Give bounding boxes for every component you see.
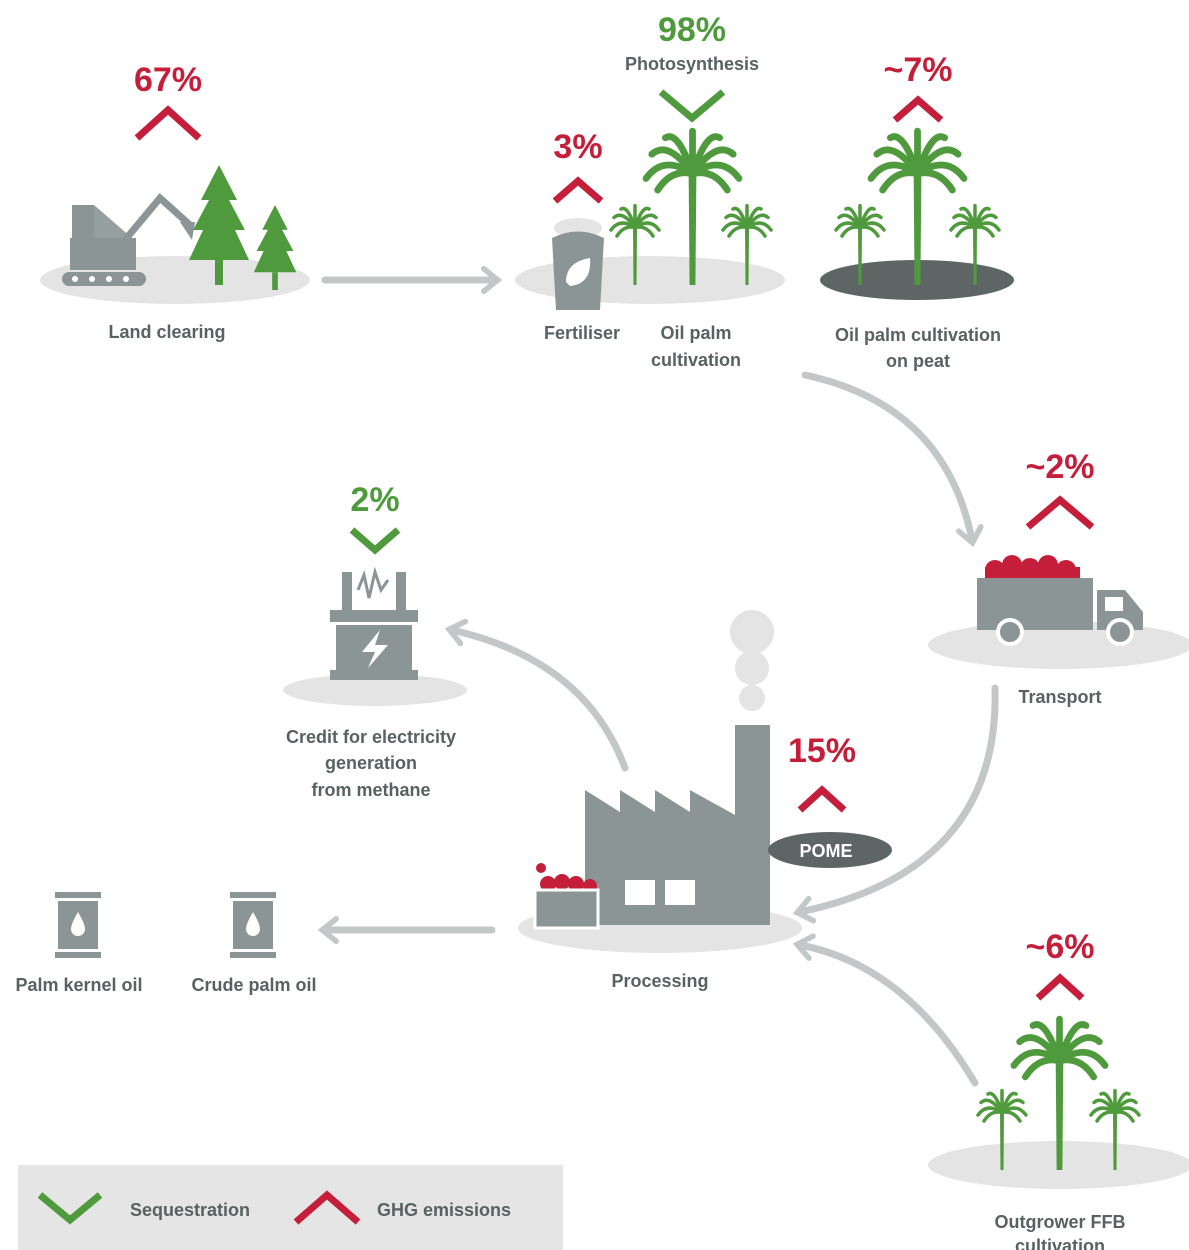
fruit-box bbox=[533, 863, 600, 930]
sequestration-icon bbox=[658, 89, 726, 123]
legend bbox=[18, 1165, 563, 1250]
stage-label: Oil palm bbox=[660, 323, 731, 343]
stage-label: from methane bbox=[311, 780, 430, 800]
flow-arrow bbox=[792, 684, 999, 924]
stage-label: Outgrower FFB bbox=[995, 1212, 1126, 1232]
emission-value: 67% bbox=[134, 61, 202, 99]
emission-icon bbox=[134, 105, 202, 141]
fertiliser-bag bbox=[552, 218, 604, 310]
flow-arrow bbox=[801, 371, 984, 548]
truck bbox=[977, 555, 1143, 646]
emission-icon bbox=[1035, 973, 1085, 1001]
smoke bbox=[730, 610, 774, 711]
emission-icon bbox=[1025, 495, 1095, 530]
emission-icon bbox=[892, 95, 944, 123]
emission-value: ~2% bbox=[1026, 448, 1095, 486]
stage-label: generation bbox=[325, 753, 417, 773]
stage-label: Processing bbox=[611, 971, 708, 991]
stage-label: Fertiliser bbox=[544, 323, 620, 343]
emission-value: 3% bbox=[553, 128, 602, 166]
stage-label: Oil palm cultivation bbox=[835, 325, 1001, 345]
stage-label: cultivation bbox=[1015, 1236, 1105, 1250]
stage-label: Credit for electricity bbox=[286, 727, 456, 747]
emission-value: ~7% bbox=[884, 51, 953, 89]
pome-label: POME bbox=[799, 841, 852, 861]
stage-label: cultivation bbox=[651, 350, 741, 370]
sequestration-value: 2% bbox=[350, 481, 399, 519]
excavator bbox=[62, 192, 195, 286]
ground bbox=[283, 674, 467, 706]
flow-arrow bbox=[792, 933, 979, 1087]
generator bbox=[330, 566, 418, 680]
barrel bbox=[230, 892, 276, 958]
stage-label: Land clearing bbox=[108, 322, 225, 342]
sequestration-value: 98% bbox=[658, 11, 726, 49]
factory bbox=[585, 725, 770, 925]
sequestration-icon bbox=[349, 527, 401, 555]
stage-label: Transport bbox=[1018, 687, 1101, 707]
flow-arrow bbox=[444, 618, 629, 772]
emission-icon bbox=[797, 785, 847, 813]
stage-label: Photosynthesis bbox=[625, 54, 759, 74]
emission-value: 15% bbox=[788, 732, 856, 770]
stage-label: on peat bbox=[886, 351, 950, 371]
emission-value: ~6% bbox=[1026, 928, 1095, 966]
legend-icon bbox=[37, 1192, 103, 1225]
product-label: Palm kernel oil bbox=[15, 975, 142, 995]
product-label: Crude palm oil bbox=[191, 975, 316, 995]
pome-pond bbox=[768, 832, 892, 868]
legend-icon bbox=[293, 1190, 361, 1225]
barrel bbox=[55, 892, 101, 958]
legend-label: GHG emissions bbox=[377, 1200, 511, 1220]
legend-label: Sequestration bbox=[130, 1200, 250, 1220]
emission-icon bbox=[552, 176, 604, 204]
